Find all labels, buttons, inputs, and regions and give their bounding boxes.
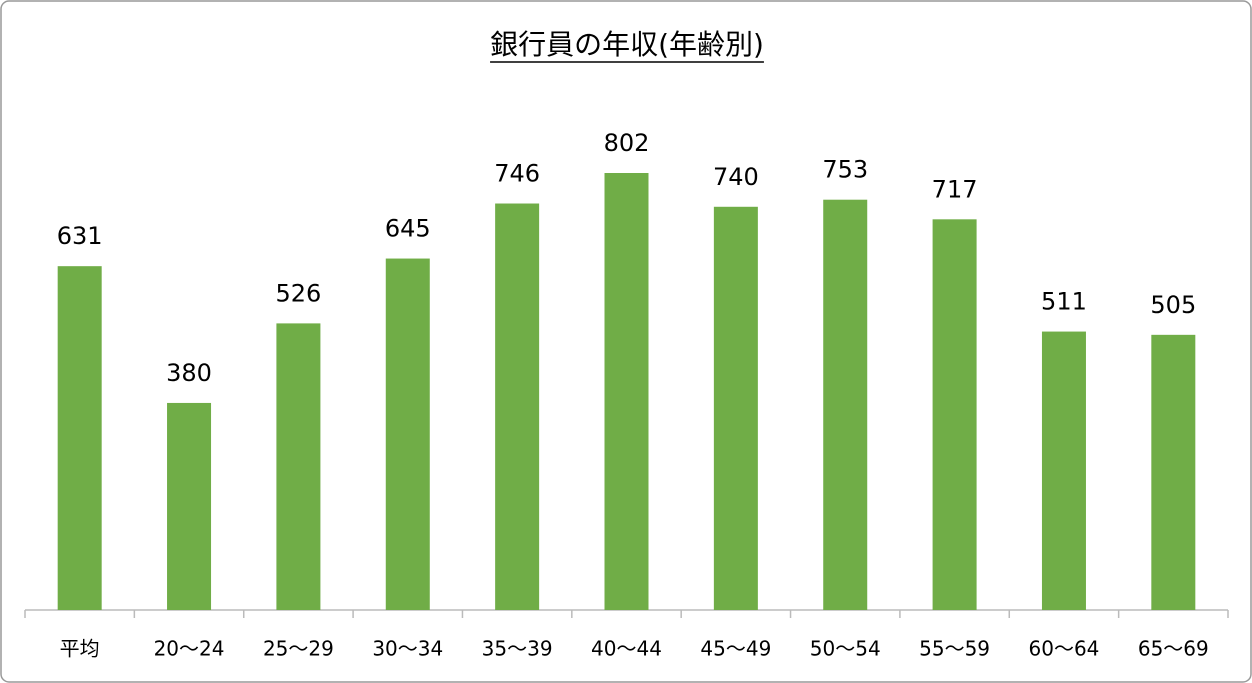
data-label: 511 [1041, 288, 1087, 316]
bar [823, 199, 868, 610]
bar [1151, 334, 1196, 610]
x-tick-label: 55〜59 [919, 637, 990, 661]
x-tick-label: 65〜69 [1138, 637, 1209, 661]
data-label: 753 [822, 156, 868, 184]
data-label: 526 [276, 279, 322, 307]
bar [167, 402, 212, 610]
x-tick-label: 40〜44 [591, 637, 662, 661]
x-tick-label: 20〜24 [154, 637, 225, 661]
x-tick-label: 30〜34 [372, 637, 443, 661]
x-tick-label: 50〜54 [810, 637, 881, 661]
bar [276, 323, 321, 610]
bar [932, 219, 977, 610]
data-label: 380 [166, 359, 212, 387]
data-label: 740 [713, 163, 759, 191]
x-tick-label: 60〜64 [1029, 637, 1100, 661]
x-tick-label: 35〜39 [482, 637, 553, 661]
bar [57, 266, 102, 610]
x-tick-label: 25〜29 [263, 637, 334, 661]
chart-title: 銀行員の年収(年齢別) [490, 28, 764, 61]
data-label: 645 [385, 215, 431, 243]
bar [385, 258, 430, 610]
data-label: 717 [932, 175, 978, 203]
x-tick-label: 45〜49 [700, 637, 771, 661]
bar [713, 206, 758, 611]
data-label: 505 [1150, 291, 1196, 319]
data-label: 746 [494, 160, 540, 188]
bar [495, 203, 540, 610]
bar [1041, 331, 1086, 610]
bar [604, 173, 649, 610]
data-label: 631 [57, 222, 103, 250]
x-tick-label: 平均 [60, 637, 100, 661]
data-label: 802 [604, 129, 650, 157]
